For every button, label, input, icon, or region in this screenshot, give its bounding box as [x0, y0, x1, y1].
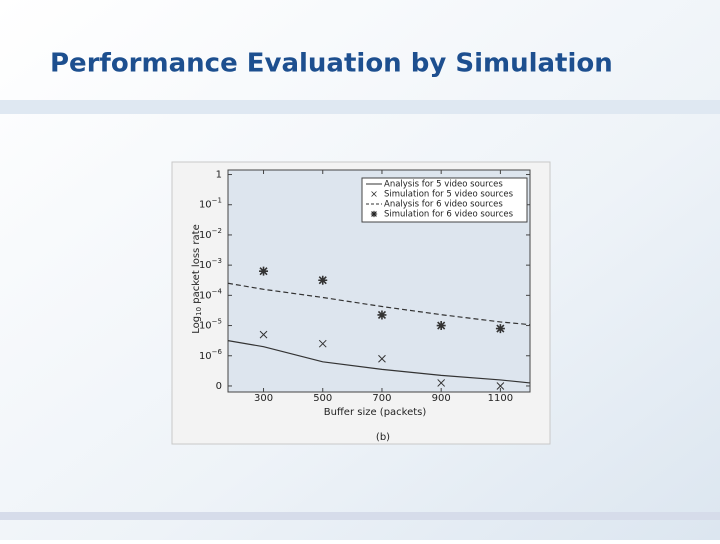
y-axis-label: Log10 packet loss rate	[191, 224, 203, 333]
y-tick-label: 10−4	[199, 287, 223, 301]
point	[378, 354, 386, 363]
x-tick-label: 700	[372, 393, 391, 404]
y-tick-label: 10−3	[199, 257, 222, 271]
legend-label: Simulation for 5 video sources	[384, 190, 514, 200]
point	[259, 330, 268, 339]
series-line	[227, 340, 531, 384]
title-band	[0, 100, 720, 114]
point	[436, 321, 446, 331]
legend-swatch	[370, 210, 378, 218]
caption: (b)	[376, 432, 390, 443]
x-tick-label: 300	[254, 393, 273, 404]
x-tick-label: 500	[313, 393, 332, 404]
slide-title: Performance Evaluation by Simulation	[50, 49, 613, 79]
legend-label: Simulation for 6 video sources	[384, 210, 514, 220]
series-line	[227, 282, 531, 326]
y-tick-label: 10−2	[199, 227, 222, 241]
y-tick-label: 10−5	[199, 318, 222, 332]
point	[318, 275, 328, 285]
point	[259, 266, 269, 276]
point	[318, 339, 327, 348]
footer-band	[0, 512, 720, 520]
y-tick-label: 1	[216, 170, 222, 181]
legend-label: Analysis for 5 video sources	[384, 180, 503, 190]
point	[495, 324, 505, 334]
legend-box	[361, 177, 528, 223]
x-tick-label: 1100	[488, 393, 513, 404]
point	[496, 382, 505, 390]
chart: 1 10−1 10−2 10−3 10−4 10−5 10−6 0 300 500 700 900 11…	[191, 170, 531, 443]
y-tick-label: 10−1	[199, 197, 222, 211]
x-tick-label: 900	[432, 393, 451, 404]
x-axis-label: Buffer size (packets)	[324, 407, 427, 418]
legend-label: Analysis for 6 video sources	[384, 200, 503, 210]
y-tick-label: 10−6	[199, 348, 223, 362]
point	[437, 379, 446, 387]
legend-swatch	[371, 191, 377, 197]
point	[377, 310, 387, 320]
y-tick-label: 0	[216, 381, 222, 392]
